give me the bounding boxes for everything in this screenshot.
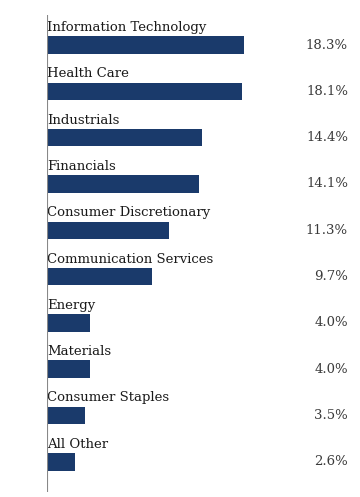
- Text: Health Care: Health Care: [47, 67, 129, 80]
- Bar: [47, 268, 152, 285]
- Text: 3.5%: 3.5%: [314, 409, 348, 422]
- Text: Communication Services: Communication Services: [47, 252, 213, 265]
- Text: 18.3%: 18.3%: [306, 39, 348, 52]
- Bar: [47, 175, 199, 193]
- Bar: [47, 36, 244, 54]
- Text: 2.6%: 2.6%: [314, 455, 348, 468]
- Text: Consumer Staples: Consumer Staples: [47, 392, 169, 405]
- Bar: [47, 222, 169, 239]
- Text: Materials: Materials: [47, 345, 111, 358]
- Text: 14.1%: 14.1%: [306, 177, 348, 190]
- Bar: [47, 360, 90, 378]
- Bar: [47, 83, 242, 100]
- Text: 4.0%: 4.0%: [314, 363, 348, 376]
- Bar: [47, 407, 85, 424]
- Text: Consumer Discretionary: Consumer Discretionary: [47, 206, 210, 219]
- Bar: [47, 314, 90, 332]
- Text: Financials: Financials: [47, 160, 116, 173]
- Text: Industrials: Industrials: [47, 113, 119, 127]
- Text: 18.1%: 18.1%: [306, 85, 348, 98]
- Text: 4.0%: 4.0%: [314, 317, 348, 330]
- Text: 11.3%: 11.3%: [306, 224, 348, 237]
- Text: Information Technology: Information Technology: [47, 21, 206, 34]
- Text: 9.7%: 9.7%: [314, 270, 348, 283]
- Bar: [47, 129, 202, 147]
- Bar: [47, 453, 75, 471]
- Text: All Other: All Other: [47, 438, 108, 451]
- Text: Energy: Energy: [47, 299, 95, 312]
- Text: 14.4%: 14.4%: [306, 131, 348, 144]
